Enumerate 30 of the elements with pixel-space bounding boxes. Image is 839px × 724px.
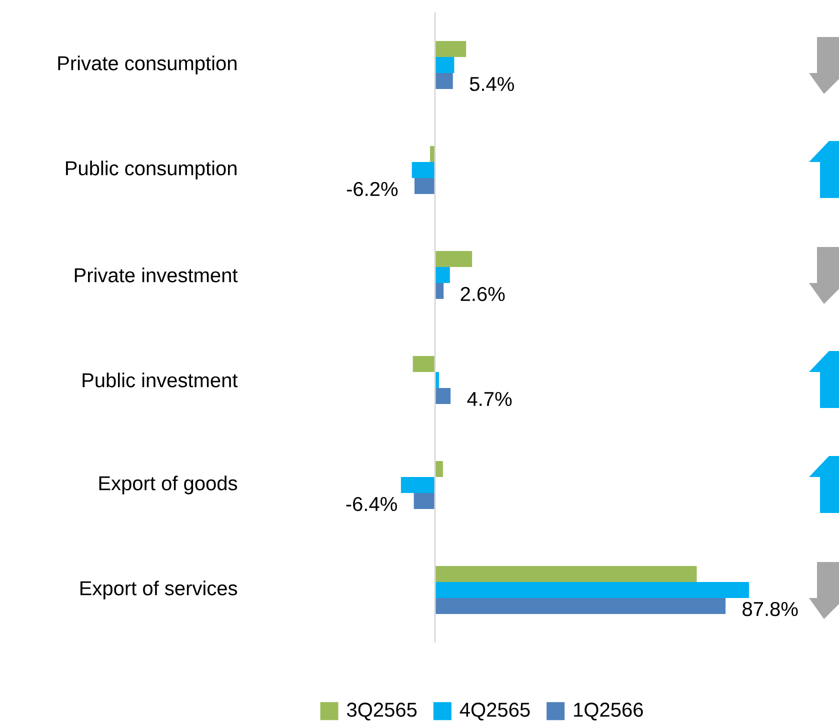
data-label: 5.4%	[470, 77, 514, 92]
legend-label: 3Q2565	[347, 702, 417, 721]
y-tick-label: Public investment	[82, 372, 238, 388]
bar	[430, 146, 436, 162]
legend-label: 1Q2566	[574, 702, 643, 721]
bar	[414, 493, 436, 510]
bar	[412, 356, 436, 372]
bar	[435, 41, 466, 58]
data-label: 4.7%	[467, 392, 512, 406]
y-tick-label: Export of services	[80, 580, 238, 600]
bar	[435, 251, 472, 268]
bar	[435, 566, 697, 582]
y-tick-label: Private investment	[74, 268, 238, 283]
bar	[435, 582, 750, 598]
data-label: -6.4%	[346, 497, 397, 512]
bar	[412, 162, 436, 178]
bar	[435, 267, 450, 284]
bar	[414, 178, 436, 194]
bar	[400, 477, 436, 494]
bar	[435, 57, 454, 74]
bar	[435, 598, 726, 614]
bar	[435, 388, 451, 404]
data-label: 2.6%	[460, 287, 505, 302]
y-tick-label: Export of goods	[99, 476, 238, 495]
bar	[435, 73, 453, 90]
y-tick-label: Public consumption	[66, 160, 236, 180]
legend-label: 4Q2565	[460, 702, 530, 721]
data-label: -6.2%	[346, 182, 398, 196]
data-label: 87.8%	[742, 602, 798, 616]
y-tick-label: Private consumption	[58, 56, 236, 75]
